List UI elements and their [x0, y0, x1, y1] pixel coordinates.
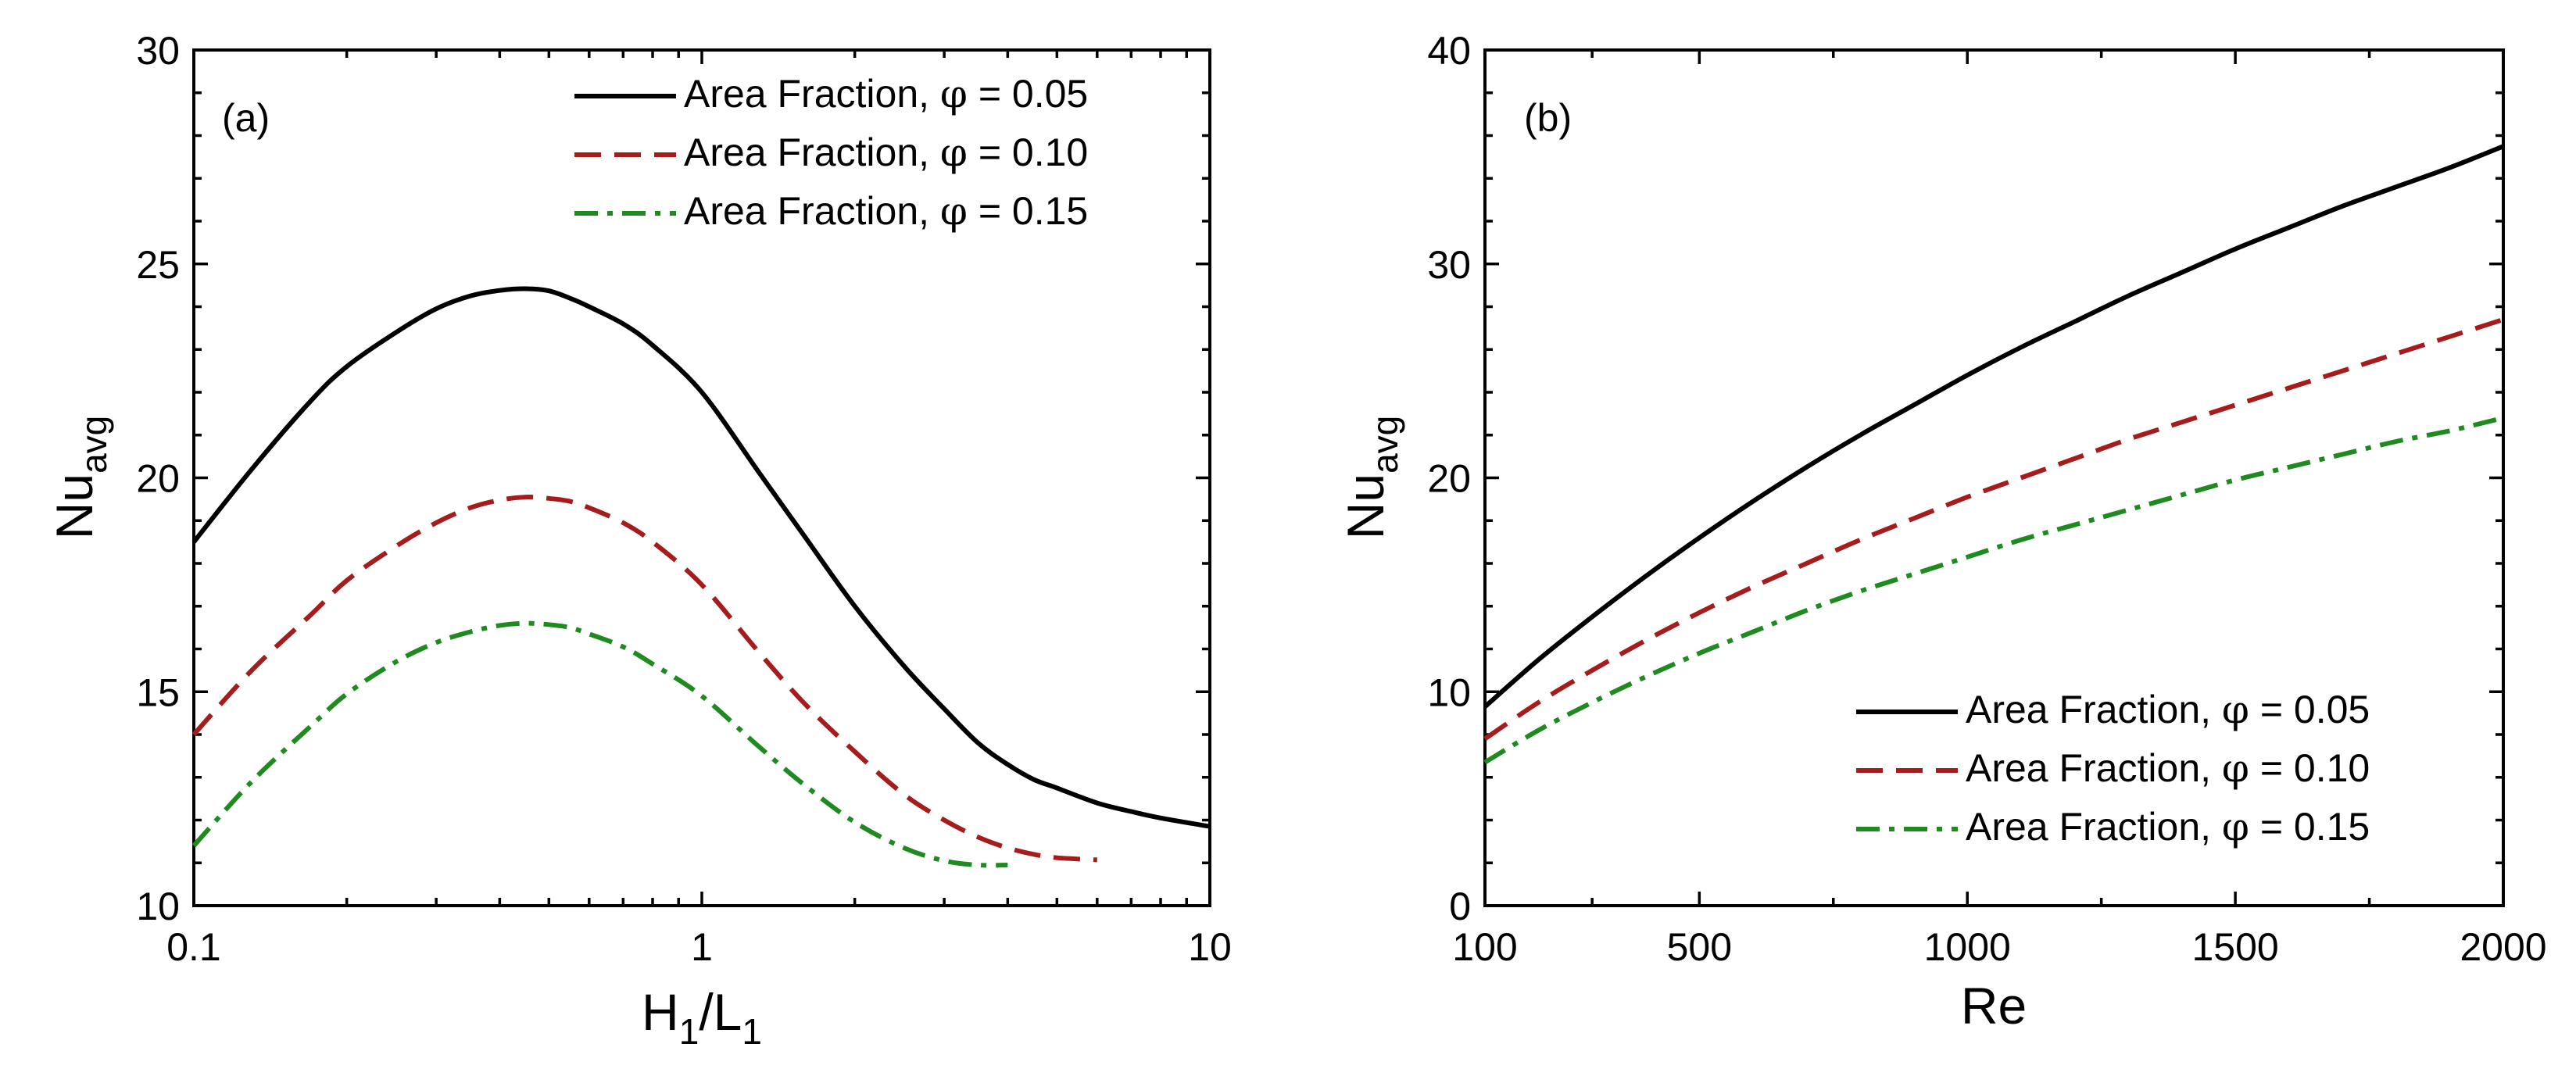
panel-a-ticks: 10 15 20 25 30 0.1 1 10	[136, 29, 1231, 969]
panel-a-label: (a)	[222, 96, 270, 140]
y-tick-label: 30	[136, 29, 180, 73]
x-tick-label: 500	[1667, 925, 1732, 969]
series-line-1	[191, 286, 1211, 829]
x-tick-label: 0.1	[166, 925, 221, 969]
panel-a-frame	[192, 48, 1211, 907]
series-line-3	[1483, 415, 2504, 765]
y-tick-label: 10	[136, 885, 180, 928]
x-tick-label: 2000	[2460, 925, 2546, 969]
series-line-2	[1483, 317, 2504, 741]
y-tick-label: 20	[136, 457, 180, 501]
x-tick-label: 10	[1188, 925, 1232, 969]
panel-b-label: (b)	[1524, 96, 1572, 140]
legend-entry: Area Fraction, φ = 0.05	[1966, 687, 2370, 732]
panel-b-y-axis-label: Nuavg	[1336, 416, 1405, 540]
panel-b-legend: Area Fraction, φ = 0.05 Area Fraction, φ …	[1856, 687, 2370, 849]
panel-b-series	[1483, 144, 2505, 765]
y-tick-label: 10	[1427, 670, 1471, 714]
legend-entry: Area Fraction, φ = 0.15	[1966, 804, 2370, 849]
series-line-1	[1483, 144, 2505, 709]
y-tick-label: 0	[1449, 885, 1471, 928]
y-tick-label: 40	[1427, 29, 1471, 73]
y-tick-label: 25	[136, 243, 180, 287]
x-tick-label: 1500	[2191, 925, 2278, 969]
series-line-3	[191, 620, 1008, 868]
panel-b-chart: 0 10 20 30 40 100 500 1000 1500 2000 (b) Re Nuavg…	[1336, 29, 2547, 1035]
legend-entry: Area Fraction, φ = 0.10	[684, 130, 1088, 175]
panel-a-chart: 10 15 20 25 30 0.1 1 10 (a) H1/L1 Nuavg Area Fr…	[45, 29, 1232, 1052]
x-tick-label: 100	[1452, 925, 1517, 969]
legend-entry: Area Fraction, φ = 0.15	[684, 188, 1088, 234]
x-tick-label: 1	[691, 925, 713, 969]
y-tick-label: 15	[136, 670, 180, 714]
series-line-2	[191, 495, 1097, 863]
panel-b-ticks: 0 10 20 30 40 100 500 1000 1500 2000	[1427, 29, 2546, 969]
panel-a-x-axis-label: H1/L1	[642, 983, 762, 1052]
panel-a-legend: Area Fraction, φ = 0.05 Area Fraction, φ …	[574, 71, 1088, 234]
x-tick-label: 1000	[1924, 925, 2011, 969]
y-tick-label: 30	[1427, 243, 1471, 287]
y-tick-label: 20	[1427, 457, 1471, 501]
panel-a-series	[191, 286, 1211, 868]
panel-a-y-axis-label: Nuavg	[45, 416, 114, 540]
legend-entry: Area Fraction, φ = 0.05	[684, 71, 1088, 116]
panel-b-x-axis-label: Re	[1961, 977, 2027, 1035]
legend-entry: Area Fraction, φ = 0.10	[1966, 745, 2370, 791]
